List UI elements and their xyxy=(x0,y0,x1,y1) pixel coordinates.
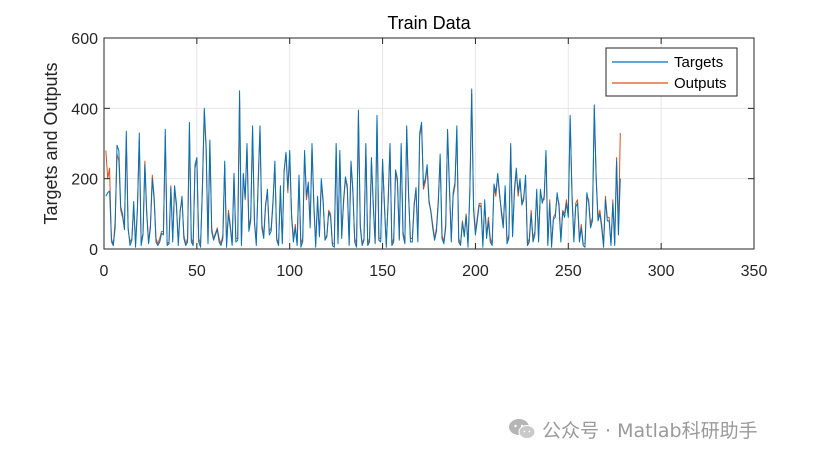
y-tick-label: 0 xyxy=(89,242,98,259)
x-tick-label: 350 xyxy=(741,263,768,280)
plot-lines xyxy=(105,88,621,248)
x-tick-label: 150 xyxy=(369,263,396,280)
x-tick-label: 50 xyxy=(188,263,206,280)
x-tick-label: 100 xyxy=(276,263,303,280)
axes-frame xyxy=(103,37,755,250)
legend-box xyxy=(605,47,738,97)
series-line-targets xyxy=(105,88,621,248)
legend[interactable]: Targets Outputs xyxy=(605,47,738,97)
y-tick-label: 400 xyxy=(71,101,98,118)
watermark: 公众号 · Matlab科研助手 xyxy=(508,416,758,442)
y-tick-label: 600 xyxy=(71,31,98,48)
axes-box xyxy=(103,37,755,250)
x-tick-label: 300 xyxy=(648,263,675,280)
y-axis-label: Targets and Outputs xyxy=(41,62,61,224)
chart-title: Train Data xyxy=(387,13,471,33)
x-tick-label: 250 xyxy=(555,263,582,280)
watermark-text: 公众号 · Matlab科研助手 xyxy=(542,419,758,442)
legend-entry-targets: Targets xyxy=(674,54,723,71)
x-tick-label: 200 xyxy=(462,263,489,280)
axis-ticks: 0 50 100 150 200 250 300 350 0 200 400 600 xyxy=(71,31,767,280)
x-tick-label: 0 xyxy=(100,263,109,280)
legend-entry-outputs: Outputs xyxy=(674,75,727,92)
wechat-icon xyxy=(509,419,536,439)
y-tick-label: 200 xyxy=(71,172,98,189)
